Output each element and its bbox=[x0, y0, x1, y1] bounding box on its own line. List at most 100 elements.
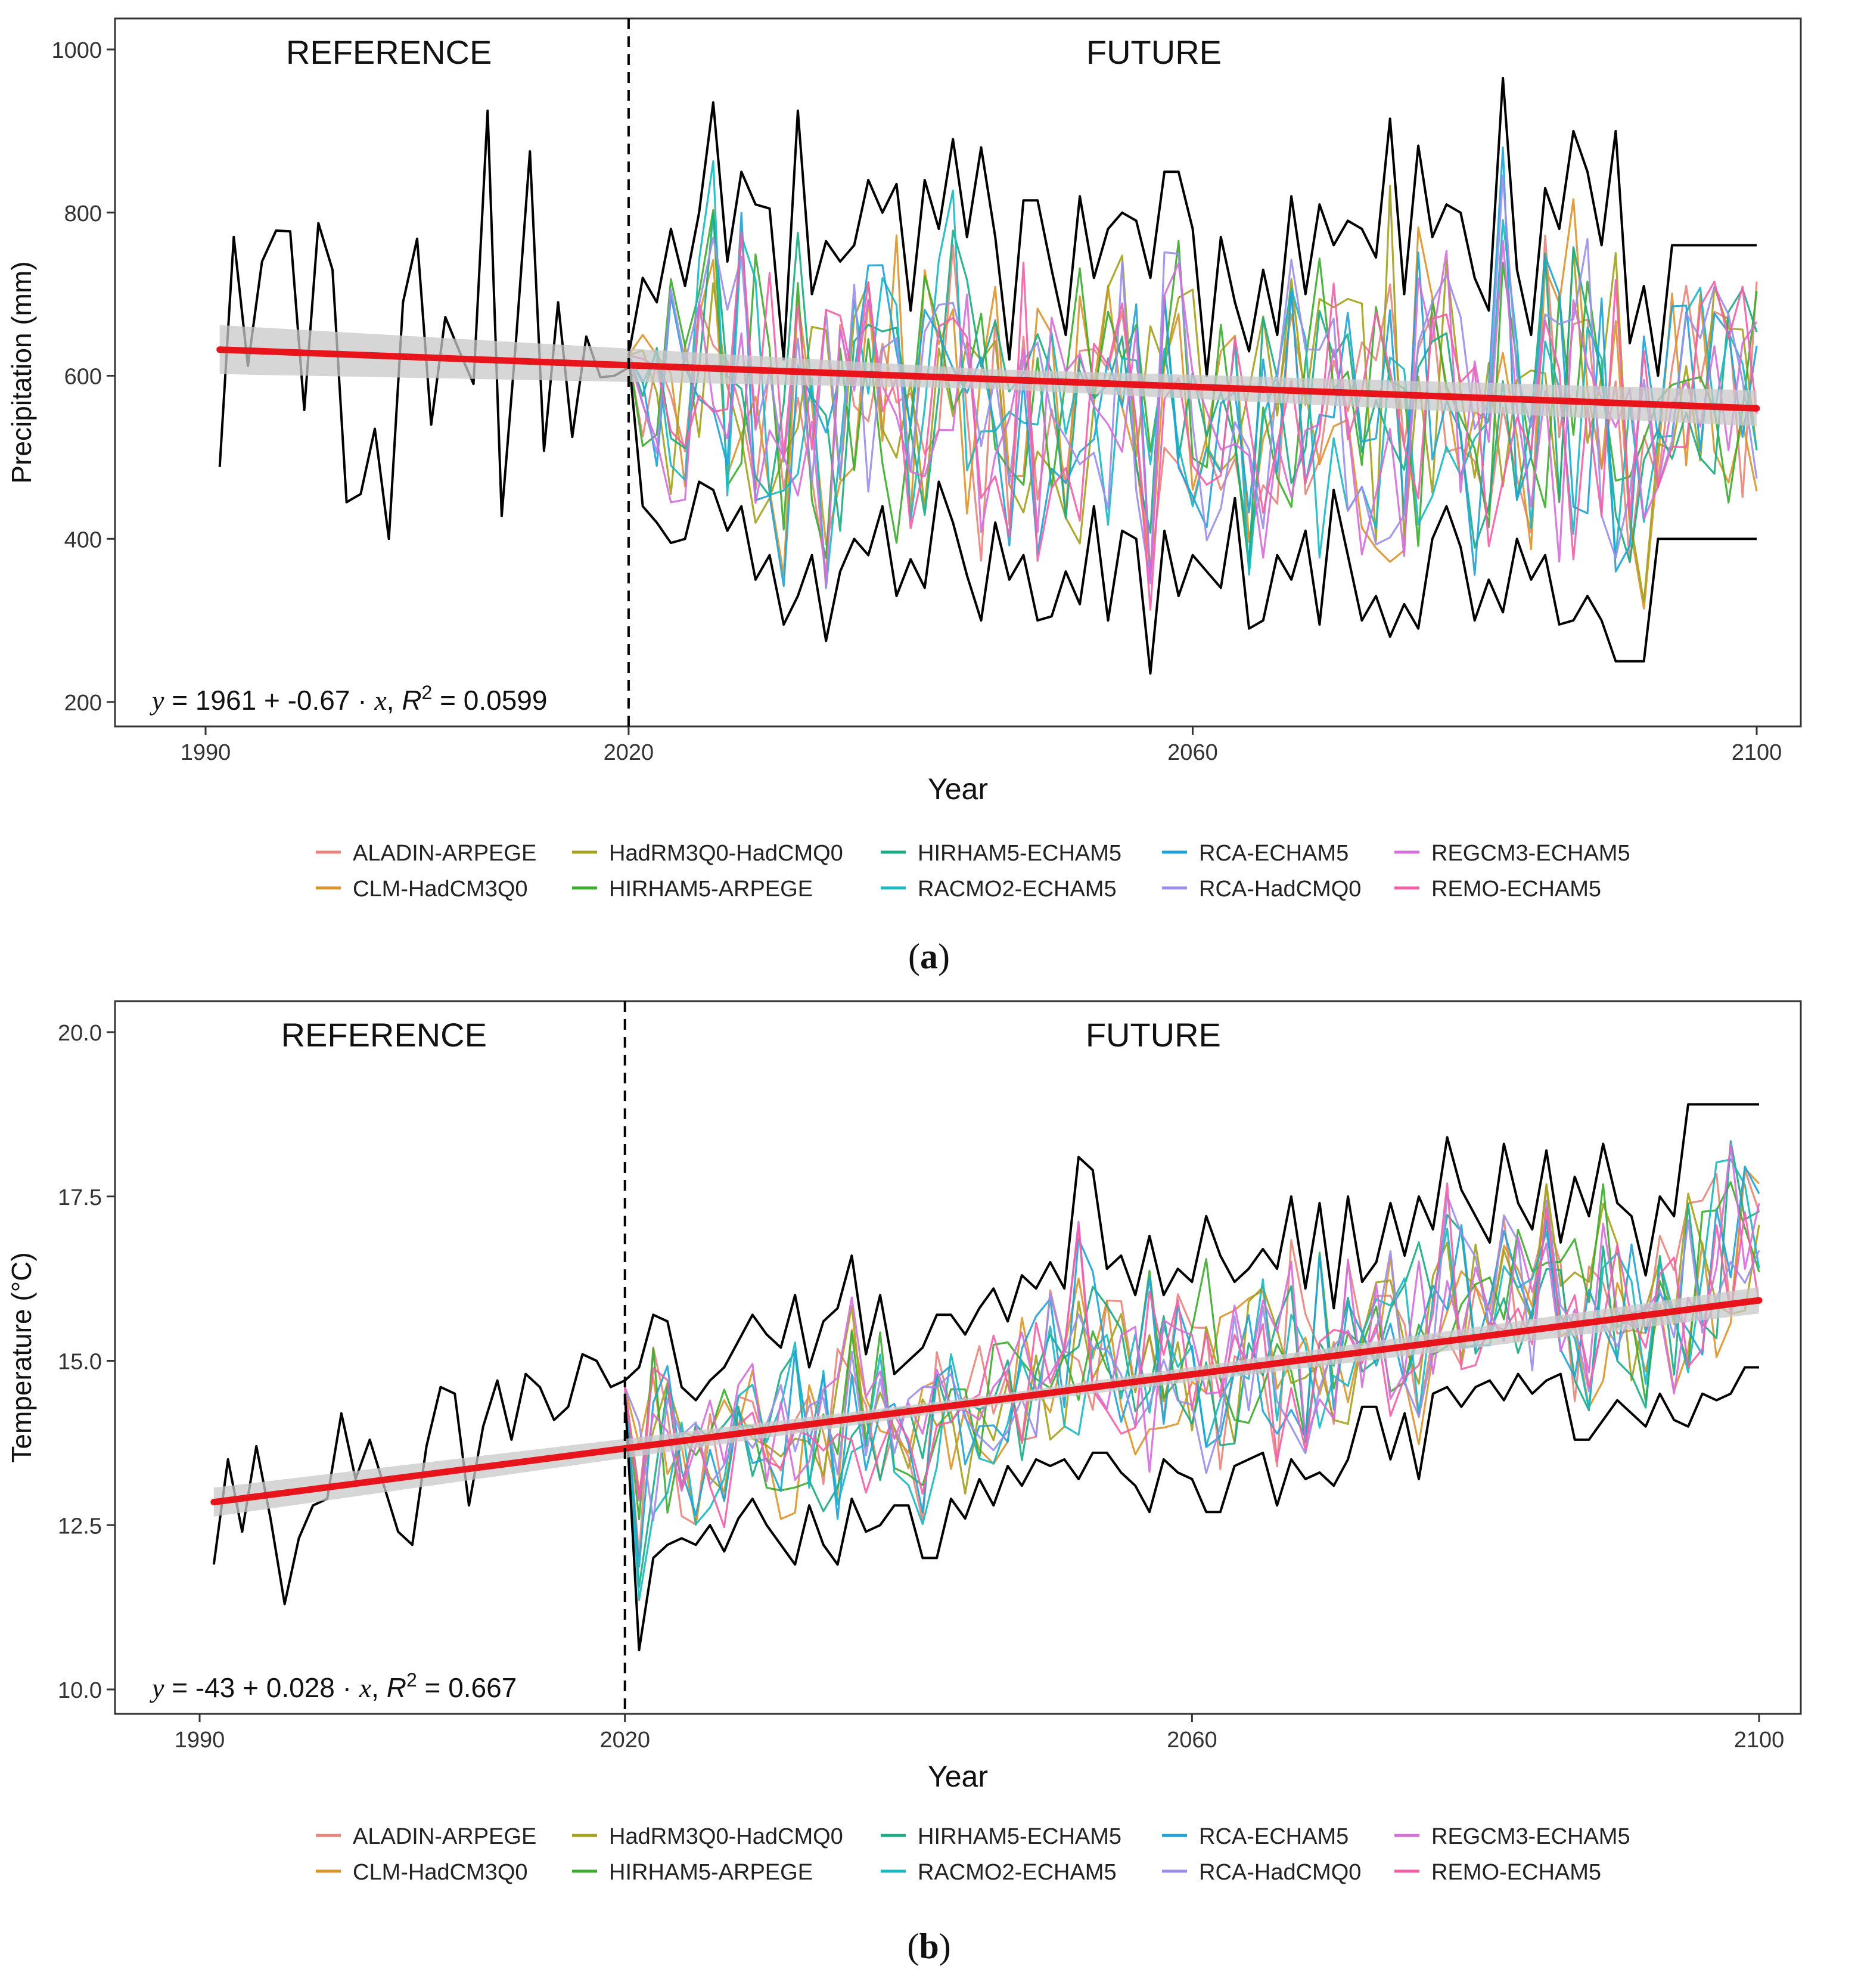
panel-label: (a) bbox=[908, 937, 950, 976]
x-tick-label: 1990 bbox=[175, 1728, 225, 1753]
x-axis-title: Year bbox=[928, 772, 988, 806]
legend-item: RCA-ECHAM5 bbox=[1162, 1824, 1349, 1849]
legend-label: CLM-HadCM3Q0 bbox=[353, 877, 528, 902]
legend-item: RACMO2-ECHAM5 bbox=[881, 1860, 1117, 1885]
trend-line bbox=[216, 346, 1760, 412]
legend: ALADIN-ARPEGE CLM-HadCM3Q0 HadRM3Q0-HadCMQ… bbox=[316, 1824, 1630, 1885]
plot-area: REFERENCE FUTURE y = -43 + 0.028 · x, R2 =… bbox=[150, 1001, 1763, 1714]
eq-exponent: 2 bbox=[406, 1669, 417, 1691]
series-line-remo-echam5 bbox=[624, 1182, 1760, 1529]
x-tick-label: 2100 bbox=[1734, 1728, 1785, 1753]
y-axis: 200 400 600 800 1000 Precipitation (mm) bbox=[6, 38, 115, 716]
x-tick-label: 2100 bbox=[1732, 740, 1782, 765]
legend-label: HIRHAM5-ECHAM5 bbox=[918, 1824, 1121, 1849]
legend-item: HIRHAM5-ARPEGE bbox=[572, 877, 813, 902]
legend-label: REMO-ECHAM5 bbox=[1431, 877, 1601, 902]
panel-label: (b) bbox=[907, 1927, 950, 1966]
eq-x: x bbox=[359, 1673, 372, 1703]
eq-x: x bbox=[374, 685, 387, 716]
legend-item: HIRHAM5-ECHAM5 bbox=[881, 1824, 1121, 1849]
x-axis-title: Year bbox=[928, 1760, 988, 1793]
legend-label: RCA-ECHAM5 bbox=[1199, 1824, 1349, 1849]
legend-label: HIRHAM5-ARPEGE bbox=[609, 1860, 813, 1885]
legend-item: RCA-ECHAM5 bbox=[1162, 841, 1349, 866]
legend-label: RCA-HadCMQ0 bbox=[1199, 1860, 1361, 1885]
panel-label-close: ) bbox=[939, 1927, 951, 1966]
x-tick-label: 2060 bbox=[1167, 740, 1218, 765]
series-line-remo-echam5 bbox=[628, 231, 1758, 611]
y-tick-label: 1000 bbox=[51, 38, 102, 63]
legend-item: ALADIN-ARPEGE bbox=[316, 841, 536, 866]
legend-label: HIRHAM5-ARPEGE bbox=[609, 877, 813, 902]
legend-item: CLM-HadCM3Q0 bbox=[316, 877, 528, 902]
trend-line bbox=[210, 1297, 1763, 1506]
legend-item: REGCM3-ECHAM5 bbox=[1394, 1824, 1630, 1849]
eq-exponent: 2 bbox=[422, 682, 433, 703]
y-tick-label: 20.0 bbox=[58, 1021, 102, 1046]
envelope-lower-line bbox=[627, 355, 1757, 675]
legend-item: REMO-ECHAM5 bbox=[1394, 1860, 1601, 1885]
y-tick-label: 400 bbox=[64, 527, 102, 552]
series-line-hirham5-echam5 bbox=[624, 1140, 1760, 1588]
eq-coefficients: = 1961 + -0.67 · bbox=[164, 685, 374, 716]
legend-item: RCA-HadCMQ0 bbox=[1162, 1860, 1361, 1885]
eq-sep: , bbox=[371, 1672, 387, 1703]
x-tick-label: 1990 bbox=[181, 740, 231, 765]
y-tick-label: 800 bbox=[64, 201, 102, 226]
region-label-reference: REFERENCE bbox=[281, 1016, 487, 1054]
y-axis: 10.0 12.5 15.0 17.5 20.0 Temperature (°C) bbox=[6, 1021, 115, 1703]
eq-coefficients: = -43 + 0.028 · bbox=[164, 1672, 359, 1703]
chart-panel-a: REFERENCE FUTURE y = 1961 + -0.67 · x, R2 … bbox=[6, 17, 1802, 976]
series-line-rca-hadcmq0 bbox=[627, 175, 1758, 585]
x-tick-label: 2060 bbox=[1167, 1728, 1217, 1753]
x-axis: 1990 2020 2060 2100 Year bbox=[181, 726, 1782, 806]
regression-equation: y = 1961 + -0.67 · x, R2 = 0.0599 bbox=[150, 682, 547, 716]
legend-label: REMO-ECHAM5 bbox=[1431, 1860, 1601, 1885]
legend: ALADIN-ARPEGE CLM-HadCM3Q0 HadRM3Q0-HadCMQ… bbox=[316, 841, 1630, 902]
observed-line bbox=[218, 109, 629, 541]
eq-r2-value: = 0.0599 bbox=[432, 685, 547, 716]
legend-label: ALADIN-ARPEGE bbox=[353, 841, 536, 866]
x-tick-label: 2020 bbox=[604, 740, 654, 765]
legend-item: HIRHAM5-ARPEGE bbox=[572, 1860, 813, 1885]
region-label-future: FUTURE bbox=[1086, 33, 1222, 71]
panel-label-close: ) bbox=[938, 937, 950, 976]
panel-label-open: ( bbox=[908, 937, 920, 976]
x-tick-label: 2020 bbox=[599, 1728, 650, 1753]
eq-r: R bbox=[402, 685, 421, 716]
envelope-lower-line bbox=[623, 1366, 1759, 1651]
series-line-hirham5-arpege bbox=[624, 1181, 1760, 1520]
model-runs bbox=[627, 146, 1758, 611]
eq-y: y bbox=[150, 1673, 164, 1703]
eq-sep: , bbox=[387, 685, 402, 716]
legend-item: HIRHAM5-ECHAM5 bbox=[881, 841, 1121, 866]
y-tick-label: 600 bbox=[64, 365, 102, 390]
legend-label: REGCM3-ECHAM5 bbox=[1431, 1824, 1630, 1849]
legend-label: REGCM3-ECHAM5 bbox=[1431, 841, 1630, 866]
legend-label: RCA-HadCMQ0 bbox=[1199, 877, 1361, 902]
eq-r: R bbox=[387, 1672, 406, 1703]
envelope-upper-line bbox=[624, 1103, 1759, 1402]
legend-label: RACMO2-ECHAM5 bbox=[918, 1860, 1117, 1885]
panel-label-letter: b bbox=[919, 1927, 939, 1966]
legend-label: CLM-HadCM3Q0 bbox=[353, 1860, 528, 1885]
legend-item: RACMO2-ECHAM5 bbox=[881, 877, 1117, 902]
legend-item: CLM-HadCM3Q0 bbox=[316, 1860, 528, 1885]
eq-r2-value: = 0.667 bbox=[417, 1672, 517, 1703]
panel-label-open: ( bbox=[907, 1927, 919, 1966]
legend-item: REGCM3-ECHAM5 bbox=[1394, 841, 1630, 866]
regression-equation: y = -43 + 0.028 · x, R2 = 0.667 bbox=[150, 1669, 517, 1703]
legend-label: RCA-ECHAM5 bbox=[1199, 841, 1349, 866]
legend-label: ALADIN-ARPEGE bbox=[353, 1824, 536, 1849]
legend-label: HadRM3Q0-HadCMQ0 bbox=[609, 1824, 843, 1849]
observed-line bbox=[212, 1353, 626, 1605]
plot-frame bbox=[114, 1000, 1802, 1715]
eq-y: y bbox=[150, 685, 164, 716]
legend-item: HadRM3Q0-HadCMQ0 bbox=[572, 841, 843, 866]
y-tick-label: 17.5 bbox=[58, 1185, 102, 1210]
chart-panel-b: REFERENCE FUTURE y = -43 + 0.028 · x, R2 =… bbox=[6, 1000, 1802, 1966]
panel-label-letter: a bbox=[920, 937, 938, 976]
region-label-future: FUTURE bbox=[1086, 1016, 1221, 1054]
y-axis-title: Temperature (°C) bbox=[6, 1252, 37, 1462]
envelope-upper-line bbox=[627, 76, 1757, 377]
